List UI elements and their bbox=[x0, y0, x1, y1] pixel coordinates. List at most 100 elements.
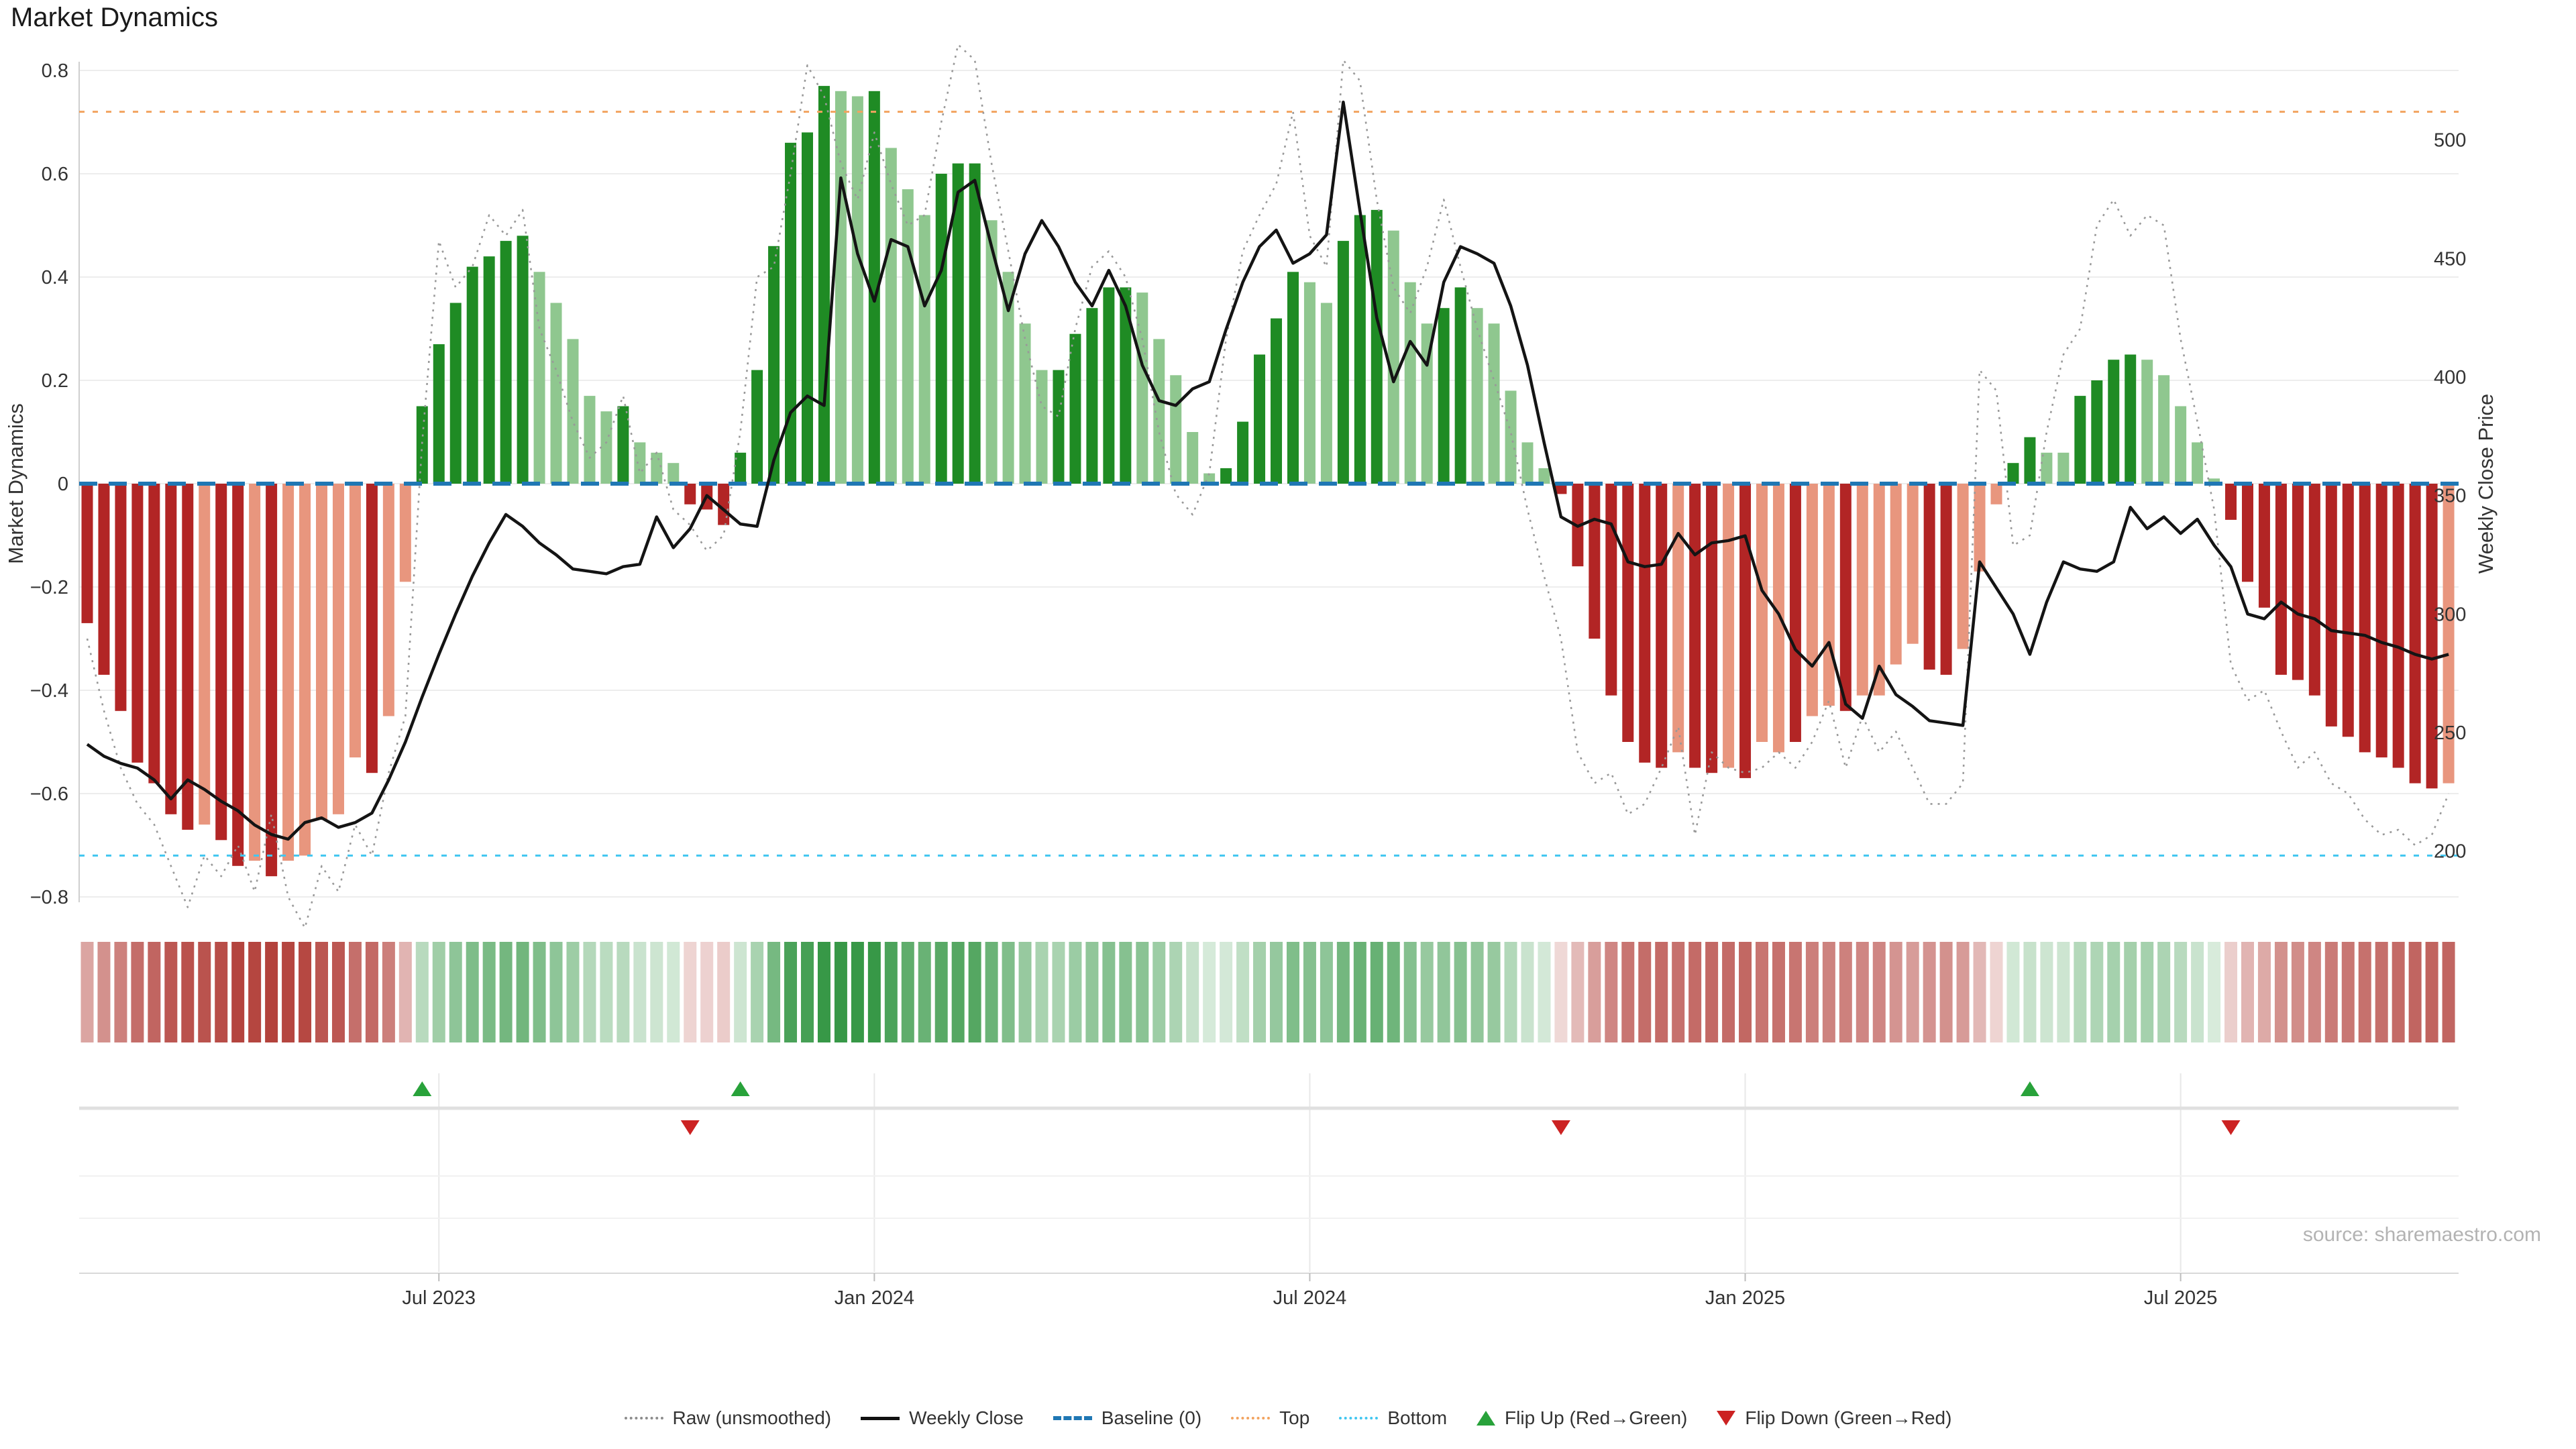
heat-cell bbox=[734, 942, 747, 1042]
heat-cell bbox=[817, 942, 830, 1042]
heat-cell bbox=[1990, 942, 2003, 1042]
md-bar bbox=[1404, 282, 1416, 484]
md-bar bbox=[2308, 484, 2320, 696]
heat-cell bbox=[1504, 942, 1517, 1042]
heat-cell bbox=[2324, 942, 2338, 1042]
legend-label: Bottom bbox=[1387, 1407, 1448, 1428]
md-bar bbox=[751, 370, 763, 484]
legend-item: Raw (unsmoothed) bbox=[624, 1407, 831, 1429]
heat-cell bbox=[600, 942, 613, 1042]
raw-line bbox=[86, 44, 2450, 929]
heat-cell bbox=[1788, 942, 1802, 1042]
md-bar bbox=[1354, 215, 1366, 484]
md-bar bbox=[651, 452, 663, 484]
md-bar bbox=[282, 484, 294, 861]
heat-cell bbox=[533, 942, 546, 1042]
md-bar bbox=[1002, 272, 1014, 484]
heat-cell bbox=[114, 942, 127, 1042]
md-bar bbox=[1454, 287, 1466, 484]
md-bar bbox=[1689, 484, 1701, 768]
heat-cell bbox=[1018, 942, 1032, 1042]
heat-cell bbox=[331, 942, 345, 1042]
md-bar bbox=[1471, 308, 1483, 484]
md-bar bbox=[1337, 241, 1349, 484]
md-bar bbox=[2426, 484, 2438, 789]
heat-cell bbox=[1655, 942, 1668, 1042]
heat-cell bbox=[1672, 942, 1685, 1042]
heat-cell bbox=[348, 942, 362, 1042]
heat-cell bbox=[633, 942, 647, 1042]
heat-cell bbox=[616, 942, 630, 1042]
heat-cell bbox=[2141, 942, 2154, 1042]
legend-label: Top bbox=[1279, 1407, 1310, 1428]
heat-cell bbox=[1454, 942, 1467, 1042]
md-bar bbox=[801, 132, 813, 484]
md-bar bbox=[2141, 360, 2153, 484]
heat-cell bbox=[2375, 942, 2388, 1042]
heat-cell bbox=[1756, 942, 1768, 1042]
md-bar bbox=[433, 344, 445, 484]
md-bar bbox=[1789, 484, 1801, 742]
md-bar bbox=[2024, 437, 2036, 484]
md-bar bbox=[2342, 484, 2354, 737]
md-bar bbox=[2041, 452, 2053, 484]
md-bar bbox=[785, 142, 797, 484]
heat-cell bbox=[1169, 942, 1183, 1042]
left-axis-title: Market Dynamics bbox=[4, 403, 28, 564]
md-bar bbox=[115, 484, 127, 711]
heat-cell bbox=[1923, 942, 1936, 1042]
heat-cell bbox=[398, 942, 412, 1042]
md-bar bbox=[2392, 484, 2404, 768]
heat-cell bbox=[2241, 942, 2254, 1042]
md-bar bbox=[182, 484, 194, 830]
legend-item: Top bbox=[1231, 1407, 1309, 1429]
md-bar bbox=[1756, 484, 1768, 742]
heat-cell bbox=[985, 942, 998, 1042]
md-bar bbox=[2241, 484, 2253, 582]
md-bar bbox=[316, 484, 328, 820]
heat-cell bbox=[1939, 942, 1953, 1042]
md-bar bbox=[768, 246, 780, 484]
heat-cell bbox=[934, 942, 948, 1042]
md-bar bbox=[1237, 421, 1249, 484]
heat-cell bbox=[466, 942, 479, 1042]
md-bar bbox=[2175, 406, 2187, 484]
md-bar bbox=[851, 96, 863, 484]
heat-cell bbox=[1102, 942, 1116, 1042]
md-bar bbox=[2225, 484, 2237, 520]
heat-cell bbox=[265, 942, 278, 1042]
md-bar bbox=[1806, 484, 1818, 716]
md-bar bbox=[382, 484, 394, 716]
top-line-swatch bbox=[1231, 1417, 1271, 1419]
heat-cell bbox=[415, 942, 429, 1042]
heat-cell bbox=[2074, 942, 2087, 1042]
legend-item: Flip Up (Red→Green) bbox=[1477, 1407, 1687, 1429]
svg-text:Jul 2024: Jul 2024 bbox=[1273, 1287, 1347, 1309]
svg-text:Jan 2025: Jan 2025 bbox=[1705, 1287, 1785, 1309]
md-bar bbox=[1136, 292, 1148, 484]
svg-text:Jan 2024: Jan 2024 bbox=[835, 1287, 914, 1309]
heat-cell bbox=[2124, 942, 2137, 1042]
heat-cell bbox=[2107, 942, 2121, 1042]
md-bar bbox=[1153, 339, 1165, 484]
legend-item: Flip Down (Green→Red) bbox=[1717, 1407, 1951, 1429]
heat-cell bbox=[1722, 942, 1735, 1042]
raw-line-swatch bbox=[624, 1417, 663, 1419]
md-bar bbox=[1656, 484, 1668, 768]
heat-cell bbox=[1956, 942, 1970, 1042]
md-bar bbox=[165, 484, 177, 814]
heat-cell bbox=[1906, 942, 1919, 1042]
heat-cell bbox=[1069, 942, 1082, 1042]
bottom-line-swatch bbox=[1339, 1417, 1379, 1419]
heat-cell bbox=[1353, 942, 1366, 1042]
md-bar bbox=[1521, 442, 1534, 484]
heat-cell bbox=[767, 942, 781, 1042]
md-bar bbox=[366, 484, 378, 773]
heat-cell bbox=[1621, 942, 1635, 1042]
md-bar bbox=[600, 411, 612, 484]
flip-up-icon bbox=[413, 1081, 432, 1096]
heat-cell bbox=[1487, 942, 1501, 1042]
md-bar bbox=[1739, 484, 1752, 778]
svg-text:Jul 2023: Jul 2023 bbox=[402, 1287, 476, 1309]
md-bar bbox=[2409, 484, 2421, 784]
